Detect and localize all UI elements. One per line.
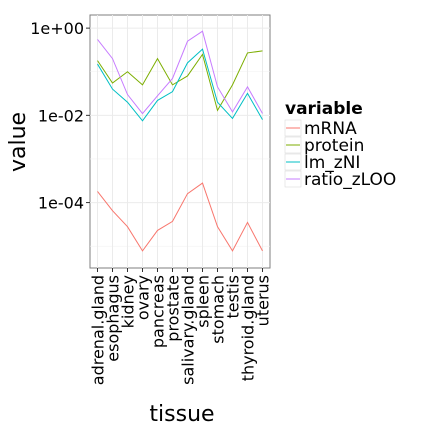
series-line-lm_zNI: [97, 48, 263, 122]
series-line-ratio_zLOO: [97, 30, 263, 115]
series-lines: [97, 30, 263, 252]
legend-label-lm_zNI: lm_zNI: [304, 153, 360, 173]
y-axis: 1e+00 1e-02 1e-04: [30, 19, 90, 213]
x-tick-label: ovary: [134, 275, 153, 320]
y-tick-label: 1e-02: [38, 106, 84, 125]
series-line-protein: [97, 50, 263, 112]
x-tick-label: thyroid.gland: [239, 275, 258, 381]
legend-title: variable: [285, 99, 363, 119]
x-tick-label: testis: [224, 275, 243, 319]
y-tick-label: 1e+00: [30, 19, 84, 38]
x-axis-title: tissue: [149, 402, 214, 427]
legend-label-ratio_zLOO: ratio_zLOO: [304, 170, 396, 190]
x-tick-label: prostate: [164, 275, 183, 342]
legend-label-mRNA: mRNA: [304, 119, 357, 139]
series-line-mRNA: [97, 182, 263, 252]
x-tick-label: kidney: [119, 275, 138, 328]
x-tick-label: adrenal.gland: [89, 275, 108, 385]
y-axis-title: value: [6, 112, 31, 172]
x-tick-label: pancreas: [149, 275, 168, 348]
x-tick-label: stomach: [209, 275, 228, 344]
x-tick-label: esophagus: [104, 275, 123, 362]
plot-panel: [89, 14, 271, 269]
x-axis: adrenal.glandesophaguskidneyovarypancrea…: [89, 268, 273, 385]
x-tick-label: spleen: [194, 275, 213, 328]
grid-lines: [90, 15, 270, 268]
x-tick-label: uterus: [254, 275, 273, 326]
x-tick-label: salivary.gland: [179, 275, 198, 385]
y-tick-label: 1e-04: [38, 194, 84, 213]
legend-label-protein: protein: [304, 136, 364, 156]
